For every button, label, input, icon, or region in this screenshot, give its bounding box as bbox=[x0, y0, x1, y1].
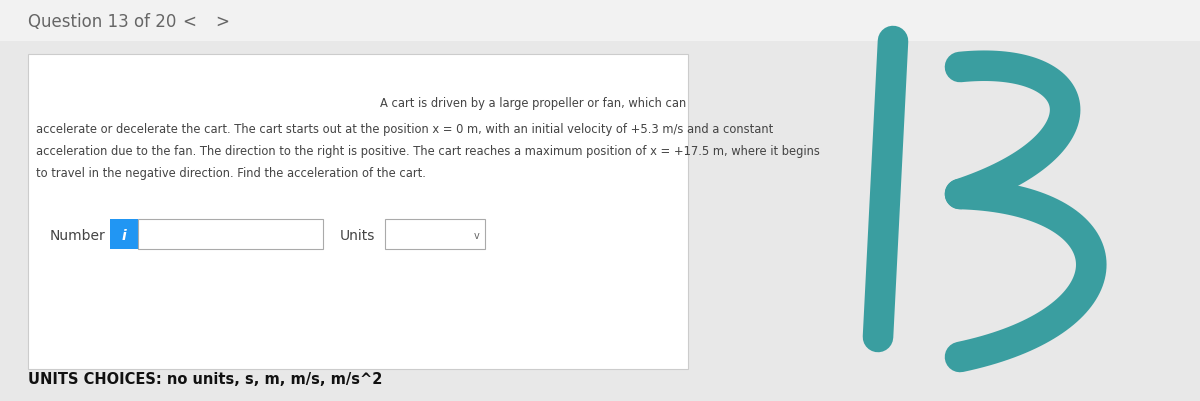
Text: Question 13 of 20: Question 13 of 20 bbox=[28, 13, 176, 31]
FancyBboxPatch shape bbox=[0, 0, 1200, 42]
Text: i: i bbox=[121, 229, 126, 242]
Text: <: < bbox=[182, 13, 196, 31]
Text: UNITS CHOICES: no units, s, m, m/s, m/s^2: UNITS CHOICES: no units, s, m, m/s, m/s^… bbox=[28, 372, 383, 387]
Text: to travel in the negative direction. Find the acceleration of the cart.: to travel in the negative direction. Fin… bbox=[36, 167, 426, 180]
Text: Units: Units bbox=[340, 229, 376, 242]
FancyBboxPatch shape bbox=[138, 219, 323, 249]
Text: acceleration due to the fan. The direction to the right is positive. The cart re: acceleration due to the fan. The directi… bbox=[36, 145, 820, 158]
Text: Number: Number bbox=[50, 229, 106, 242]
Text: A cart is driven by a large propeller or fan, which can: A cart is driven by a large propeller or… bbox=[379, 96, 686, 109]
FancyBboxPatch shape bbox=[385, 219, 485, 249]
Text: >: > bbox=[215, 13, 229, 31]
FancyBboxPatch shape bbox=[110, 219, 138, 249]
Text: accelerate or decelerate the cart. The cart starts out at the position x = 0 m, : accelerate or decelerate the cart. The c… bbox=[36, 123, 773, 136]
FancyBboxPatch shape bbox=[28, 55, 688, 369]
Text: v: v bbox=[474, 231, 480, 241]
